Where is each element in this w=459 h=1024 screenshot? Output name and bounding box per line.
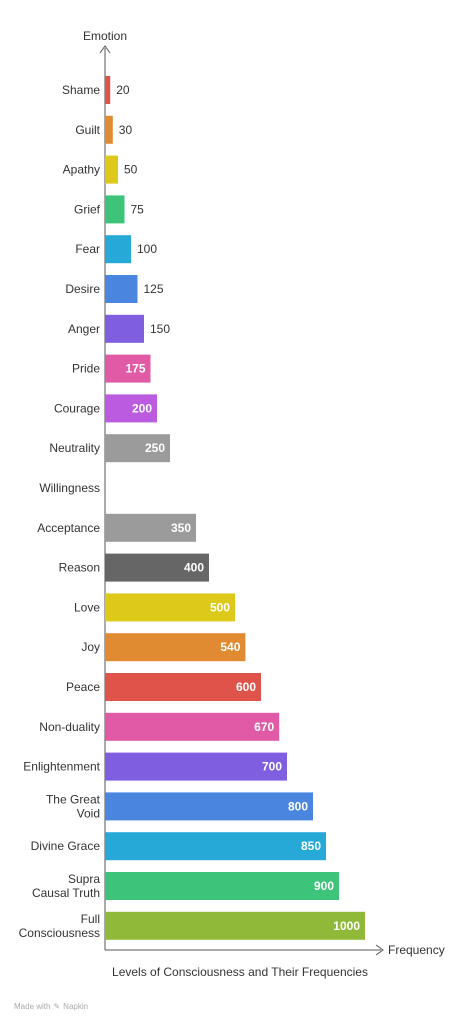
category-label-line: Pride [72,362,100,376]
category-label-line: The Great [46,792,101,806]
category-label: Pride [72,362,100,376]
category-label: Peace [66,680,100,694]
bar [105,235,131,264]
category-label: Shame [62,83,100,97]
bar [105,792,313,821]
category-label-line: Divine Grace [31,839,101,853]
made-with-footer: Made with ✎ Napkin [14,1002,88,1011]
category-label-line: Non-duality [39,720,100,734]
value-label: 600 [236,680,256,694]
category-label-line: Neutrality [49,441,100,455]
bar [105,513,196,542]
bar [105,394,157,423]
value-label: 850 [301,839,321,853]
category-label: Supra Causal Truth [32,872,100,900]
value-label: 175 [125,362,145,376]
bar [105,553,209,582]
category-label-line: Grief [74,202,101,216]
category-label: Full Consciousness [19,912,100,940]
category-label: Love [74,600,100,614]
category-label-line: Anger [68,322,100,336]
bar [105,752,287,781]
value-label: 670 [254,720,274,734]
category-label-line: Enlightenment [23,760,100,774]
bar [105,712,280,741]
value-label: 50 [124,163,138,177]
x-axis-title: Frequency [388,943,445,957]
category-label: Grief [74,202,101,216]
bar [105,195,125,224]
category-label: Acceptance [37,521,100,535]
category-label: Courage [54,401,100,415]
category-label-line: Love [74,600,100,614]
category-label-line: Fear [75,242,100,256]
category-label: Apathy [63,163,100,177]
bar [105,593,235,622]
category-label: Reason [59,561,100,575]
y-axis-arrow [99,45,111,54]
bar [105,673,261,701]
category-label: Non-duality [39,720,100,734]
category-label-line: Shame [62,83,100,97]
category-label-line: Reason [59,561,100,575]
bar [105,155,118,184]
category-label-line: Void [77,806,100,820]
category-label-line: Apathy [63,163,100,177]
y-axis-title: Emotion [83,29,127,43]
bar [105,911,365,940]
category-label-line: Courage [54,401,100,415]
category-label: Willingness [39,481,100,495]
category-label: Desire [65,282,100,296]
napkin-brand-text: Napkin [63,1002,89,1011]
category-label: The Great Void [46,792,101,820]
value-label: 1000 [333,919,360,933]
value-label: 500 [210,600,230,614]
category-label-line: Desire [65,282,100,296]
value-label: 400 [184,561,204,575]
category-label: Guilt [75,123,100,137]
value-label: 20 [116,83,130,97]
bar [105,434,170,463]
category-label-line: Supra [68,872,100,886]
category-label-line: Joy [81,640,100,654]
bar [105,115,113,144]
bar [105,76,111,104]
chart-title: Levels of Consciousness and Their Freque… [112,965,368,979]
bar [105,275,138,303]
value-label: 125 [144,282,164,296]
category-label-line: Peace [66,680,100,694]
value-label: 800 [288,799,308,813]
category-label-line: Causal Truth [32,886,100,900]
category-label-line: Willingness [39,481,100,495]
bar [105,354,151,383]
bar [105,314,144,343]
category-label-line: Guilt [75,123,100,137]
bar [105,633,246,662]
category-label-line: Acceptance [37,521,100,535]
value-label: 30 [119,123,133,137]
bar [105,832,326,861]
category-label: Neutrality [49,441,100,455]
value-label: 150 [150,322,170,336]
x-axis-arrow [375,944,384,956]
napkin-logo-icon: ✎ [53,1002,61,1011]
value-label: 75 [131,202,145,216]
value-label: 350 [171,521,191,535]
made-with-text: Made with [14,1002,51,1011]
category-label: Enlightenment [23,760,100,774]
category-label: Joy [81,640,100,654]
bar [105,872,339,900]
value-label: 100 [137,242,157,256]
value-label: 700 [262,760,282,774]
category-label: Anger [68,322,100,336]
category-label: Fear [75,242,100,256]
category-label: Divine Grace [31,839,101,853]
value-label: 540 [220,640,240,654]
category-label-line: Full [81,912,100,926]
value-label: 250 [145,441,165,455]
value-label: 200 [132,401,152,415]
value-label: 900 [314,879,334,893]
category-label-line: Consciousness [19,926,100,940]
